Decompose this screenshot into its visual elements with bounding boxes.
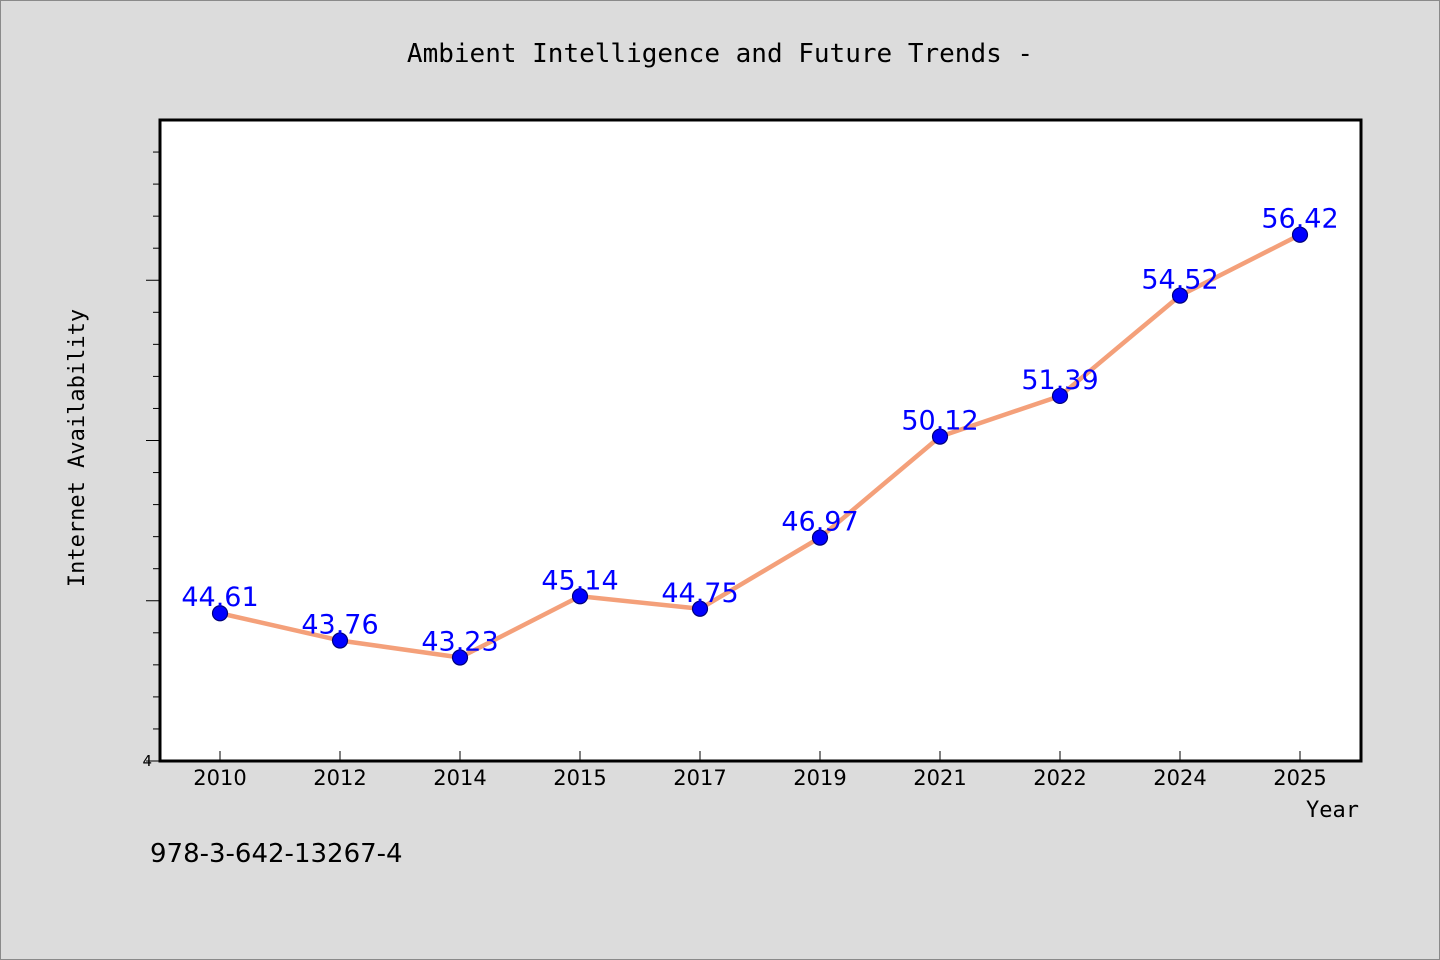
x-tick-label: 2025 <box>1273 766 1326 790</box>
data-label: 50.12 <box>901 406 978 437</box>
x-axis-label: Year <box>1306 798 1359 823</box>
data-label: 51.39 <box>1021 365 1098 396</box>
isbn-footnote: 978-3-642-13267-4 <box>150 839 403 869</box>
data-point <box>331 632 349 649</box>
x-tick-label: 2024 <box>1153 766 1206 790</box>
data-label: 56.42 <box>1261 204 1338 235</box>
plot-area <box>158 118 1363 763</box>
data-point <box>1051 387 1069 405</box>
data-label: 43.76 <box>301 609 378 640</box>
data-label: 43.23 <box>421 626 498 657</box>
data-points <box>211 226 1309 666</box>
y-axis-ticks: 4 <box>142 151 160 770</box>
x-tick-label: 2021 <box>913 766 966 790</box>
data-point <box>451 649 469 666</box>
x-tick-label: 2017 <box>673 766 726 790</box>
data-point <box>211 605 229 622</box>
data-label: 54.52 <box>1141 265 1218 296</box>
data-label: 46.97 <box>781 507 858 538</box>
x-tick-label: 2012 <box>313 766 366 790</box>
data-label: 45.14 <box>541 565 618 596</box>
x-tick-label: 2010 <box>193 766 246 790</box>
x-tick-label: 2019 <box>793 766 846 790</box>
chart-title: Ambient Intelligence and Future Trends - <box>407 39 1033 69</box>
data-point <box>691 600 709 617</box>
data-label: 44.61 <box>181 582 258 613</box>
data-point <box>931 428 949 445</box>
data-labels: 44.61 43.76 43.23 45.14 44.75 46.97 50.12 51.39… <box>181 204 1338 658</box>
data-point <box>571 588 589 605</box>
data-point <box>1171 287 1189 304</box>
x-axis-ticks: 2010 2012 2014 2015 2017 2019 2021 2022 2024 2025 <box>193 751 1327 790</box>
x-tick-label: 2014 <box>433 766 486 790</box>
data-point <box>1291 226 1309 243</box>
x-tick-label: 2015 <box>553 766 606 790</box>
data-point <box>811 529 829 546</box>
data-label: 44.75 <box>661 578 738 609</box>
series-line <box>217 232 1303 660</box>
y-tick-label: 4 <box>142 752 152 770</box>
y-axis-label: Internet Availability <box>65 309 90 587</box>
x-tick-label: 2022 <box>1033 766 1086 790</box>
series-line-group <box>217 232 1303 660</box>
